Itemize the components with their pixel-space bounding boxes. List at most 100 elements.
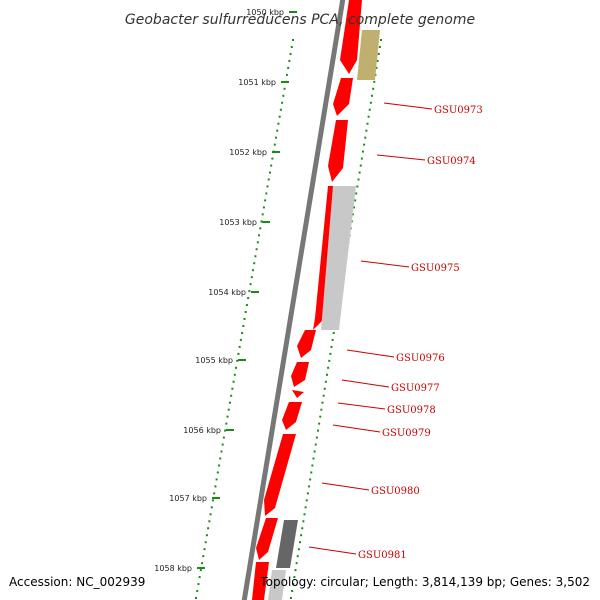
gene-arrow — [282, 402, 302, 430]
map-title: Geobacter sulfurreducens PCA, complete g… — [125, 12, 475, 28]
outer-tick-dot — [299, 541, 301, 544]
inner-tick-dot — [247, 297, 250, 300]
inner-tick-dot — [251, 269, 254, 272]
inner-tick-dot — [225, 422, 228, 425]
outer-tick-dot — [314, 443, 317, 446]
inner-tick-dot — [211, 499, 214, 502]
inner-tick-dot — [238, 345, 241, 348]
inner-tick-dot — [203, 548, 206, 551]
ruler-tick-label: 1057 kbp — [169, 494, 207, 503]
gene-label: GSU0976 — [396, 353, 445, 364]
gene-arrow — [357, 30, 380, 80]
inner-tick-dot — [243, 318, 246, 320]
outer-tick-dot — [320, 408, 323, 411]
inner-tick-dot — [260, 220, 263, 223]
outer-tick-dot — [351, 213, 354, 216]
outer-tick-dot — [355, 192, 358, 195]
inner-tick-dot — [249, 283, 252, 286]
outer-tick-dot — [331, 338, 334, 341]
outer-tick-dot — [323, 387, 326, 390]
inner-tick-dot — [196, 590, 199, 593]
outer-tick-dot — [369, 101, 372, 104]
outer-tick-dot — [319, 415, 322, 418]
gene-label: GSU0981 — [358, 550, 407, 561]
outer-tick-dot — [310, 471, 313, 474]
outer-tick-dot — [304, 506, 307, 509]
inner-tick-dot — [241, 331, 244, 334]
outer-tick-dot — [380, 39, 382, 41]
inner-tick-dot — [205, 534, 208, 537]
outer-tick-dot — [356, 185, 359, 188]
inner-tick-dot — [233, 373, 236, 376]
ruler-tick-label: 1056 kbp — [183, 426, 221, 435]
outer-tick-dot — [364, 136, 367, 139]
outer-tick-dot — [360, 157, 363, 160]
gene-leader-line — [346, 349, 395, 358]
inner-tick-dot — [235, 366, 238, 369]
inner-tick-dot — [245, 304, 248, 307]
gene-label: GSU0975 — [411, 263, 460, 274]
inner-tick-dot — [221, 443, 224, 446]
topology-text: Topology: circular; Length: 3,814,139 bp… — [259, 575, 590, 589]
inner-tick-dot — [281, 101, 284, 104]
outer-tick-dot — [377, 52, 380, 55]
inner-tick-dot — [220, 450, 223, 453]
gene-arrow — [268, 570, 286, 600]
inner-tick-dot — [278, 115, 281, 118]
ruler-tick-mark — [272, 151, 280, 153]
outer-tick-dot — [366, 122, 369, 125]
outer-tick-dot — [295, 562, 298, 565]
inner-tick-dot — [242, 324, 245, 327]
inner-tick-dot — [289, 52, 292, 55]
outer-tick-dot — [367, 115, 370, 118]
gene-leader-line — [376, 154, 426, 161]
inner-tick-dot — [227, 408, 230, 411]
outer-tick-dot — [322, 394, 325, 397]
inner-tick-dot — [228, 401, 231, 404]
outer-tick-dot — [330, 345, 333, 348]
outer-tick-dot — [375, 66, 378, 69]
inner-tick-dot — [256, 241, 259, 244]
inner-tick-dot — [264, 199, 267, 202]
inner-tick-dot — [216, 471, 219, 474]
gene-leader-line — [341, 379, 390, 388]
gene-arrow — [276, 520, 298, 568]
inner-tick-dot — [279, 108, 282, 111]
inner-tick-dot — [222, 436, 225, 439]
outer-tick-dot — [317, 429, 319, 432]
outer-tick-dot — [312, 457, 315, 460]
gene-arrow — [291, 362, 309, 387]
outer-tick-dot — [306, 492, 309, 495]
inner-tick-dot — [244, 311, 247, 314]
outer-tick-dot — [326, 373, 328, 376]
gene-label: GSU0974 — [427, 156, 476, 167]
gene-arrow — [256, 518, 278, 560]
outer-tick-dot — [301, 527, 304, 530]
inner-tick-dot — [277, 122, 280, 125]
outer-tick-dot — [372, 87, 375, 90]
inner-tick-dot — [239, 338, 242, 341]
gene-leader-line — [308, 546, 357, 555]
inner-tick-dot — [254, 255, 257, 258]
ruler-tick-label: 1052 kbp — [229, 148, 267, 157]
inner-tick-dot — [258, 234, 261, 237]
outer-tick-dot — [308, 485, 310, 488]
outer-tick-dot — [332, 331, 335, 334]
outer-tick-dot — [354, 199, 357, 202]
inner-tick-dot — [250, 276, 253, 279]
inner-tick-dot — [237, 352, 240, 355]
inner-tick-dot — [265, 192, 268, 195]
inner-tick-dot — [261, 213, 264, 216]
ruler-tick-label: 1050 kbp — [246, 8, 284, 17]
inner-tick-dot — [276, 129, 279, 132]
inner-tick-dot — [215, 478, 218, 481]
outer-tick-dot — [378, 45, 381, 48]
outer-tick-dot — [291, 590, 294, 593]
inner-tick-dot — [230, 394, 233, 397]
inner-tick-dot — [207, 527, 210, 530]
outer-tick-dot — [371, 94, 373, 97]
gene-label: GSU0979 — [382, 428, 431, 439]
inner-tick-dot — [287, 66, 290, 69]
outer-tick-dot — [353, 206, 355, 209]
